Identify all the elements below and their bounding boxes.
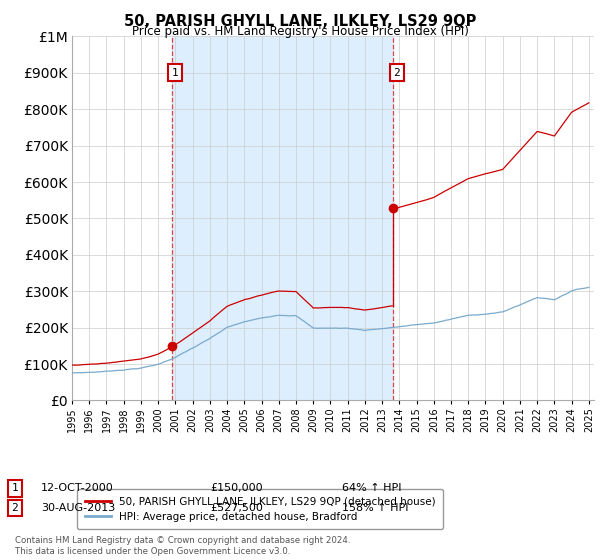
Text: Price paid vs. HM Land Registry's House Price Index (HPI): Price paid vs. HM Land Registry's House … xyxy=(131,25,469,38)
Text: £150,000: £150,000 xyxy=(210,483,263,493)
Legend: 50, PARISH GHYLL LANE, ILKLEY, LS29 9QP (detached house), HPI: Average price, de: 50, PARISH GHYLL LANE, ILKLEY, LS29 9QP … xyxy=(77,489,443,529)
Text: 158% ↑ HPI: 158% ↑ HPI xyxy=(342,503,409,513)
Text: 1: 1 xyxy=(172,68,179,78)
Text: £527,500: £527,500 xyxy=(210,503,263,513)
Text: 30-AUG-2013: 30-AUG-2013 xyxy=(41,503,115,513)
Text: 12-OCT-2000: 12-OCT-2000 xyxy=(41,483,113,493)
Text: 2: 2 xyxy=(11,503,19,513)
Bar xyxy=(172,36,394,400)
Text: 50, PARISH GHYLL LANE, ILKLEY, LS29 9QP: 50, PARISH GHYLL LANE, ILKLEY, LS29 9QP xyxy=(124,14,476,29)
Text: Contains HM Land Registry data © Crown copyright and database right 2024.
This d: Contains HM Land Registry data © Crown c… xyxy=(15,536,350,556)
Text: 64% ↑ HPI: 64% ↑ HPI xyxy=(342,483,401,493)
Text: 1: 1 xyxy=(11,483,19,493)
Text: 2: 2 xyxy=(394,68,400,78)
